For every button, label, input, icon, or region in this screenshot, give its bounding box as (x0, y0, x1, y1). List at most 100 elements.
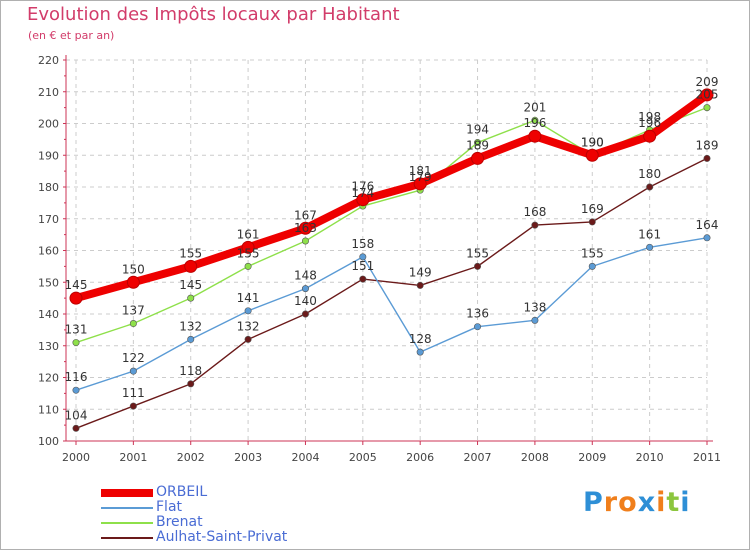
x-tick-label: 2000 (62, 451, 90, 464)
legend-swatch-orbeil (101, 489, 153, 497)
data-point-aulhat-saint-privat (359, 275, 367, 283)
legend-label-aulhat-saint-privat: Aulhat-Saint-Privat (156, 529, 288, 545)
data-point-flat (129, 367, 137, 375)
x-tick-label: 2004 (291, 451, 319, 464)
data-label-aulhat-saint-privat: 118 (179, 364, 202, 378)
data-point-aulhat-saint-privat (646, 183, 654, 191)
data-label-flat: 161 (638, 227, 661, 241)
data-point-flat (187, 335, 195, 343)
x-tick-label: 2011 (693, 451, 721, 464)
logo-letter: o (618, 487, 638, 518)
data-label-brenat: 155 (237, 246, 260, 260)
data-point-orbeil (69, 291, 83, 305)
data-point-aulhat-saint-privat (187, 380, 195, 388)
data-label-brenat: 201 (523, 100, 546, 114)
data-label-orbeil: 189 (466, 138, 489, 152)
x-tick-label: 2003 (234, 451, 262, 464)
y-tick-label: 130 (38, 340, 59, 353)
data-point-aulhat-saint-privat (531, 221, 539, 229)
data-point-brenat (474, 139, 482, 147)
logo-letter: x (637, 487, 657, 518)
data-point-orbeil (413, 177, 427, 191)
data-point-orbeil (528, 129, 542, 143)
series-line-flat (75, 237, 708, 391)
y-tick-label: 110 (38, 403, 59, 416)
x-tick-label: 2006 (406, 451, 434, 464)
y-tick-label: 180 (38, 181, 59, 194)
data-label-aulhat-saint-privat: 111 (122, 386, 145, 400)
data-point-flat (474, 323, 482, 331)
series-lines (69, 88, 714, 432)
data-point-flat (531, 316, 539, 324)
y-tick-label: 190 (38, 149, 59, 162)
data-label-orbeil: 150 (122, 262, 145, 276)
data-point-aulhat-saint-privat (72, 424, 80, 432)
y-tick-label: 150 (38, 276, 59, 289)
data-point-flat (359, 253, 367, 261)
legend-label-brenat: Brenat (156, 514, 203, 530)
data-point-orbeil (471, 151, 485, 165)
data-point-flat (703, 234, 711, 242)
x-tick-label: 2002 (177, 451, 205, 464)
data-point-aulhat-saint-privat (129, 402, 137, 410)
data-label-brenat: 163 (294, 221, 317, 235)
data-point-flat (72, 386, 80, 394)
data-label-flat: 148 (294, 269, 317, 283)
data-label-orbeil: 167 (294, 208, 317, 222)
data-point-orbeil (241, 240, 255, 254)
logo-letter: t (666, 487, 681, 518)
data-point-orbeil (356, 193, 370, 207)
data-point-aulhat-saint-privat (244, 335, 252, 343)
data-point-brenat (187, 294, 195, 302)
data-point-orbeil (585, 148, 599, 162)
data-label-brenat: 174 (351, 186, 374, 200)
data-label-aulhat-saint-privat: 132 (237, 319, 260, 333)
x-tick-label: 2009 (578, 451, 606, 464)
data-label-flat: 158 (351, 237, 374, 251)
data-label-brenat: 205 (696, 88, 719, 102)
x-tick-label: 2001 (119, 451, 147, 464)
data-label-aulhat-saint-privat: 169 (581, 202, 604, 216)
data-label-aulhat-saint-privat: 149 (409, 265, 432, 279)
data-label-brenat: 198 (638, 110, 661, 124)
data-point-brenat (129, 320, 137, 328)
y-tick-label: 100 (38, 435, 59, 448)
legend-swatch-flat (101, 507, 153, 509)
data-point-orbeil (126, 275, 140, 289)
series-line-orbeil (72, 90, 711, 303)
data-point-aulhat-saint-privat (474, 262, 482, 270)
data-point-orbeil (643, 129, 657, 143)
data-label-flat: 141 (237, 291, 260, 305)
data-point-flat (301, 285, 309, 293)
data-label-flat: 155 (581, 246, 604, 260)
data-point-flat (646, 243, 654, 251)
data-labels: 145 150 155 161 167 176 181 189 196 190 196 209 116 1… (65, 75, 719, 422)
data-label-orbeil: 181 (409, 164, 432, 178)
y-tick-label: 140 (38, 308, 59, 321)
series-line-brenat (75, 106, 708, 344)
data-label-aulhat-saint-privat: 180 (638, 167, 661, 181)
x-tick-label: 2005 (349, 451, 377, 464)
y-tick-label: 170 (38, 213, 59, 226)
data-label-aulhat-saint-privat: 151 (351, 259, 374, 273)
data-label-orbeil: 155 (179, 246, 202, 260)
data-point-flat (244, 307, 252, 315)
data-point-brenat (531, 116, 539, 124)
data-label-orbeil: 176 (351, 180, 374, 194)
data-point-aulhat-saint-privat (703, 154, 711, 162)
data-point-flat (588, 262, 596, 270)
data-label-brenat: 179 (409, 170, 432, 184)
data-label-orbeil: 190 (581, 135, 604, 149)
logo-letter: r (603, 487, 619, 518)
data-label-flat: 136 (466, 307, 489, 321)
data-point-aulhat-saint-privat (301, 310, 309, 318)
data-label-flat: 138 (523, 300, 546, 314)
data-label-orbeil: 196 (523, 116, 546, 130)
legend-label-flat: Flat (156, 499, 183, 515)
x-tick-label: 2007 (464, 451, 492, 464)
data-label-aulhat-saint-privat: 155 (466, 246, 489, 260)
data-label-orbeil: 196 (638, 116, 661, 130)
data-point-aulhat-saint-privat (416, 281, 424, 289)
